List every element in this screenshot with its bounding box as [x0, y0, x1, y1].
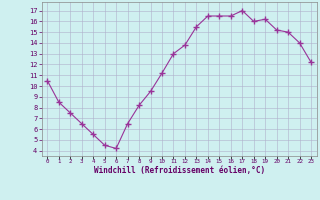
- X-axis label: Windchill (Refroidissement éolien,°C): Windchill (Refroidissement éolien,°C): [94, 166, 265, 175]
